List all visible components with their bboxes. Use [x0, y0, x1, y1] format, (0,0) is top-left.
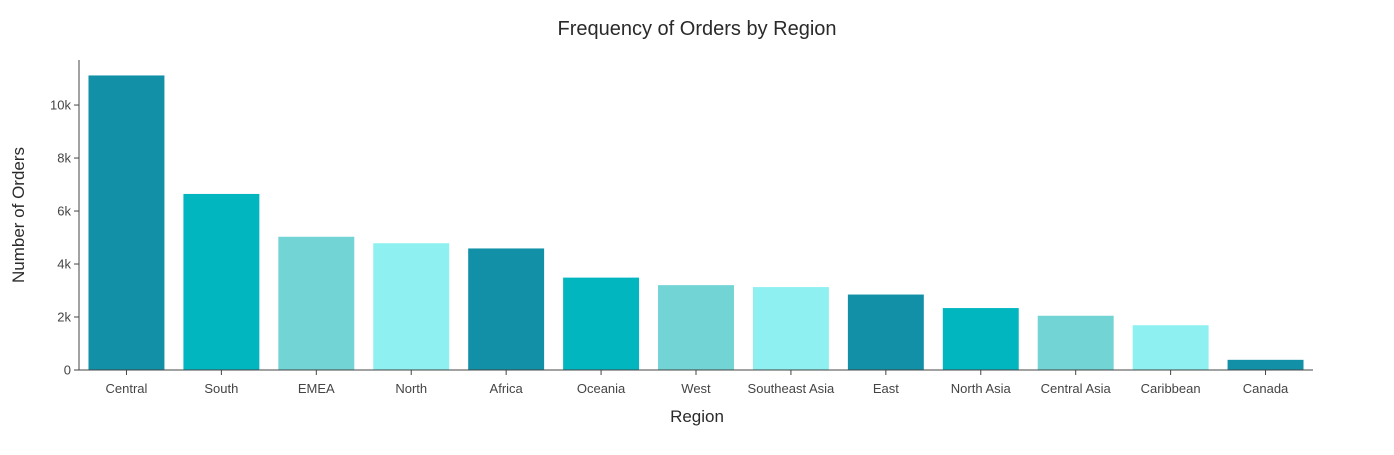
x-tick-label: Oceania: [577, 381, 626, 396]
x-tick-label: West: [681, 381, 711, 396]
x-tick-label: Canada: [1243, 381, 1289, 396]
chart-title: Frequency of Orders by Region: [557, 18, 836, 40]
x-axis-title: Region: [670, 407, 724, 426]
bar-north: [373, 243, 450, 370]
bars-group: [88, 75, 1304, 370]
bar-north-asia: [942, 308, 1019, 370]
x-tick-label: Africa: [490, 381, 524, 396]
y-tick-label: 10k: [50, 98, 71, 113]
y-tick-label: 2k: [57, 310, 71, 325]
bar-emea: [278, 236, 355, 370]
bar-southeast-asia: [752, 287, 829, 370]
bar-east: [847, 294, 924, 370]
bar-africa: [468, 248, 545, 370]
bar-canada: [1227, 359, 1304, 370]
bar-south: [183, 193, 260, 370]
y-axis-ticks: 0 2k 4k 6k 8k 10k: [50, 98, 79, 378]
bar-central-asia: [1037, 315, 1114, 370]
x-tick-label: Central Asia: [1041, 381, 1112, 396]
x-tick-label: East: [873, 381, 899, 396]
x-tick-label: Southeast Asia: [748, 381, 835, 396]
y-axis-title: Number of Orders: [9, 147, 28, 283]
x-tick-label: North: [395, 381, 427, 396]
x-tick-label: North Asia: [951, 381, 1012, 396]
bar-west: [658, 285, 734, 370]
bar-oceania: [563, 277, 640, 370]
x-tick-label: Central: [106, 381, 148, 396]
x-axis-ticks: Central South EMEA North Africa Oceania West So…: [106, 370, 1289, 396]
y-tick-label: 4k: [57, 257, 71, 272]
x-tick-label: EMEA: [298, 381, 335, 396]
bar-caribbean: [1132, 325, 1209, 370]
x-tick-label: Caribbean: [1141, 381, 1201, 396]
x-tick-label: South: [204, 381, 238, 396]
bar-central: [88, 75, 165, 370]
y-tick-label: 8k: [57, 151, 71, 166]
y-tick-label: 0: [64, 363, 71, 378]
y-tick-label: 6k: [57, 204, 71, 219]
